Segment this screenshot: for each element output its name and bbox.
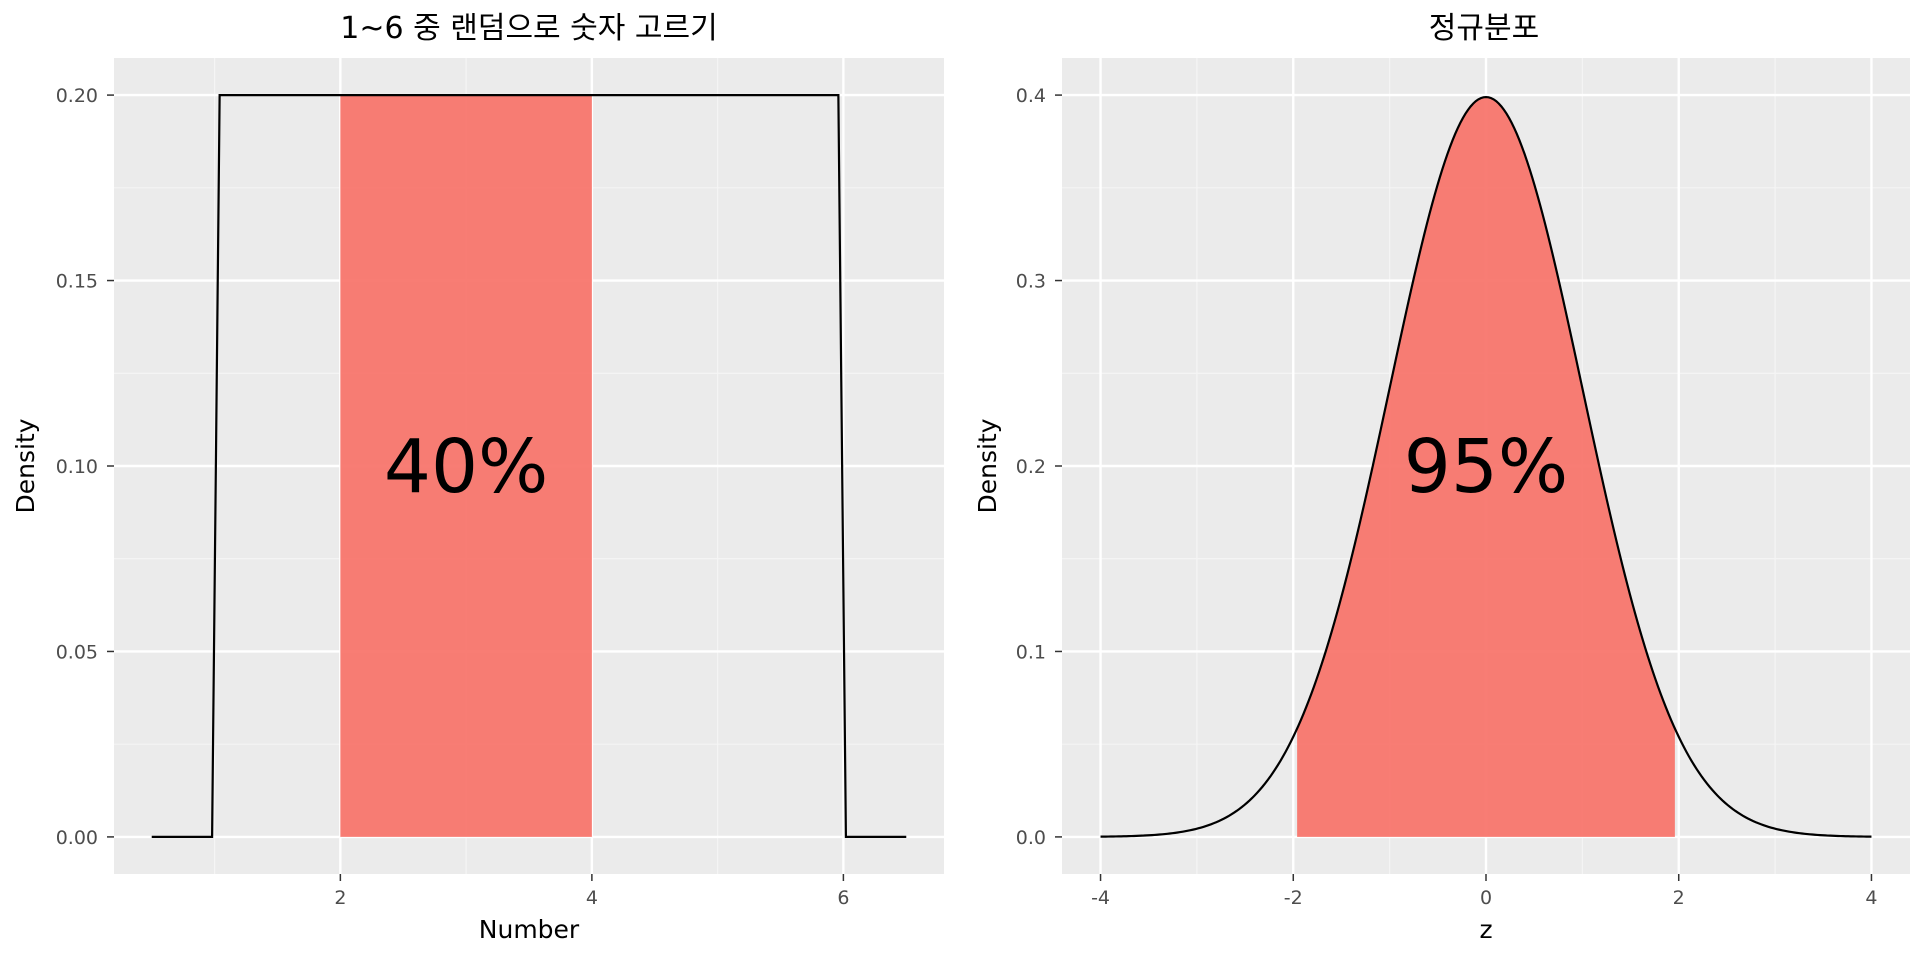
x-tick-label: 2 <box>1673 887 1685 909</box>
chart-panel-2: 95% -4 -2 0 2 4 0.0 0.1 0.2 0.3 0.4 정규분포 z Density <box>973 11 1910 944</box>
y-tick-label: 0.0 <box>1016 827 1046 849</box>
x-tick-label: 6 <box>837 887 849 909</box>
y-tick-label: 0.20 <box>56 85 98 107</box>
y-axis-label: Density <box>973 418 1002 513</box>
shaded-probability-region <box>1297 97 1675 837</box>
y-tick-label: 0.2 <box>1016 456 1046 478</box>
x-axis-label: Number <box>479 915 580 944</box>
chart-panel-1: 40% 2 4 6 0.00 0.05 0.10 0.15 0.20 1~6 중 랜덤으로 숫자 … <box>11 11 944 944</box>
x-tick-label: 2 <box>334 887 346 909</box>
percentage-annotation: 95% <box>1404 424 1568 510</box>
y-tick-label: 0.05 <box>56 641 98 663</box>
x-tick-label: 4 <box>1865 887 1877 909</box>
percentage-annotation: 40% <box>384 424 548 510</box>
y-axis-label: Density <box>11 418 40 513</box>
density-line <box>151 93 907 839</box>
shaded-probability-region <box>340 95 592 837</box>
x-tick-label: -4 <box>1091 887 1110 909</box>
y-tick-label: 0.4 <box>1016 85 1046 107</box>
x-tick-label: 0 <box>1480 887 1492 909</box>
x-tick-label: -2 <box>1284 887 1303 909</box>
y-tick-label: 0.10 <box>56 456 98 478</box>
y-tick-label: 0.00 <box>56 827 98 849</box>
x-axis-label: z <box>1479 915 1492 944</box>
x-tick-label: 4 <box>586 887 598 909</box>
y-tick-label: 0.1 <box>1016 641 1046 663</box>
density-line <box>1100 95 1872 838</box>
y-tick-label: 0.3 <box>1016 271 1046 293</box>
chart-title: 1~6 중 랜덤으로 숫자 고르기 <box>340 11 717 46</box>
y-tick-label: 0.15 <box>56 271 98 293</box>
chart-title: 정규분포 <box>1429 11 1539 46</box>
